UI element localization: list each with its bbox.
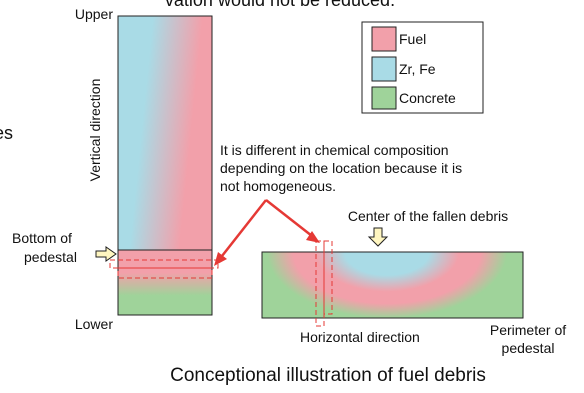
perimeter-label: Perimeter of xyxy=(490,322,566,338)
lower-label: Lower xyxy=(75,316,113,332)
perimeter-label: pedestal xyxy=(502,340,555,356)
legend-swatch xyxy=(372,57,396,81)
legend-label: Zr, Fe xyxy=(399,61,436,77)
column-base xyxy=(118,250,212,315)
annotation: depending on the location because it is xyxy=(220,160,462,176)
center-label: Center of the fallen debris xyxy=(348,208,508,224)
legend-label: Fuel xyxy=(399,31,426,47)
upper-label: Upper xyxy=(75,6,113,22)
annotation: It is different in chemical composition xyxy=(220,142,449,158)
legend-label: Concrete xyxy=(399,90,456,106)
bottom-label: pedestal xyxy=(24,249,77,265)
red-arrow xyxy=(266,200,312,236)
column-upper xyxy=(118,16,212,250)
pointer-arrow xyxy=(369,228,387,246)
caption: Conceptional illustration of fuel debris xyxy=(170,365,486,386)
diagram: vation would not be reduced. es Upper Ve… xyxy=(0,0,584,393)
legend-swatch xyxy=(372,87,396,109)
left-fragment: es xyxy=(0,123,13,143)
horizontal-axis-label: Horizontal direction xyxy=(300,329,420,345)
bottom-label: Bottom of xyxy=(12,230,72,246)
legend-swatch xyxy=(372,27,396,51)
vertical-axis-label: Vertical direction xyxy=(87,79,103,182)
pointer-arrow xyxy=(96,247,116,261)
header-text: vation would not be reduced. xyxy=(165,0,395,10)
annotation: not homogeneous. xyxy=(220,178,336,194)
section xyxy=(262,252,523,318)
red-arrow xyxy=(222,200,266,256)
